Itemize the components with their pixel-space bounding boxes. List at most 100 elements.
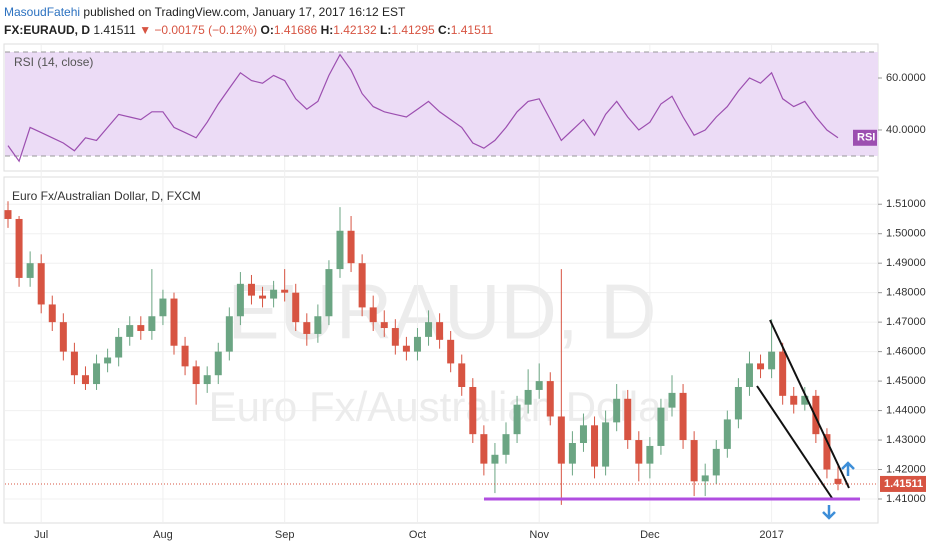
candle-body <box>247 283 255 296</box>
y-tick-label: 1.47000 <box>886 316 926 328</box>
candle-body <box>734 386 742 420</box>
x-tick-label: Sep <box>275 529 295 541</box>
arrow-up <box>841 461 855 476</box>
candle-body <box>192 366 200 385</box>
candle-body <box>347 230 355 264</box>
y-tick-label: 1.48000 <box>886 287 926 299</box>
candle-body <box>447 339 455 364</box>
candle-body <box>723 419 731 449</box>
rsi-tag-label: RSI <box>857 132 875 144</box>
candle-body <box>181 345 189 367</box>
symbol: FX:EURAUD, D <box>4 23 90 37</box>
author[interactable]: MasoudFatehi <box>4 5 81 19</box>
candle-body <box>126 325 134 337</box>
watermark-subtitle: Euro Fx/Australian Dollar <box>209 383 676 430</box>
mark-layer <box>4 53 878 505</box>
candle-body <box>436 322 444 340</box>
candle-body <box>591 425 599 467</box>
candle-body <box>469 386 477 435</box>
candle-body <box>4 210 12 219</box>
candle-body <box>380 322 388 329</box>
y-tick-label: 1.49000 <box>886 257 926 269</box>
candle-body <box>613 398 621 423</box>
candle-body <box>823 434 831 470</box>
candle-body <box>70 351 78 376</box>
candle-body <box>259 295 267 299</box>
candle-body <box>81 375 89 385</box>
candle-body <box>336 230 344 270</box>
candle-body <box>480 434 488 464</box>
y-tick-label: 40.0000 <box>886 124 926 136</box>
candle-body <box>402 345 410 352</box>
candle-body <box>281 289 289 293</box>
candle-body <box>59 322 67 352</box>
rsi-tag <box>853 129 877 146</box>
y-tick-label: 1.45000 <box>886 375 926 387</box>
candle-body <box>236 283 244 317</box>
candle-body <box>524 389 532 405</box>
candle-body <box>712 448 720 476</box>
y-tick-label: 60.0000 <box>886 72 926 84</box>
candle-body <box>458 363 466 387</box>
candle-body <box>579 425 587 444</box>
ohlc-value: 1.41686 <box>273 23 318 37</box>
y-tick-label: 1.42000 <box>886 463 926 475</box>
candle-body <box>513 404 521 435</box>
candle-body <box>425 322 433 337</box>
last-price-tag <box>880 475 926 492</box>
published: published on TradingView.com, January 17… <box>83 5 406 19</box>
candle-body <box>568 443 576 464</box>
x-tick-label: 2017 <box>759 529 783 541</box>
candle-body <box>15 218 23 278</box>
ohlc-value: 1.41295 <box>391 23 435 37</box>
y-tick-label: 1.50000 <box>886 228 926 240</box>
candle-body <box>624 398 632 441</box>
candle-body <box>270 289 278 299</box>
candle-body <box>325 269 333 317</box>
y-tick-label: 1.44000 <box>886 404 926 416</box>
candle-body <box>646 445 654 464</box>
rsi-band <box>5 52 878 156</box>
x-tick-label: Nov <box>529 529 549 541</box>
candle-body <box>668 392 676 408</box>
candle-body <box>834 478 842 484</box>
candle-body <box>148 316 156 331</box>
publish-line: MasoudFatehi published on TradingView.co… <box>4 3 493 21</box>
candle-body <box>535 381 543 390</box>
candle-body <box>48 304 56 323</box>
y-tick-label: 1.46000 <box>886 346 926 358</box>
candle-body <box>635 440 643 464</box>
candle-body <box>768 351 776 370</box>
candle-body <box>93 363 101 385</box>
candle-body <box>303 322 311 334</box>
ohlc-label: O: <box>260 23 274 37</box>
candle-body <box>546 381 554 417</box>
candle-body <box>214 351 222 376</box>
symbol-line: FX:EURAUD, D 1.41511 ▼ −0.00175 (−0.12%)… <box>4 21 493 39</box>
candle-body <box>812 395 820 435</box>
candle-body <box>701 475 709 482</box>
candle-body <box>26 263 34 278</box>
header: MasoudFatehi published on TradingView.co… <box>4 3 493 39</box>
trend-line <box>769 319 850 489</box>
trend-line <box>756 385 833 499</box>
x-tick-label: Oct <box>409 529 426 541</box>
candle-body <box>779 351 787 396</box>
y-tick-label: 1.41000 <box>886 493 926 505</box>
candle-body <box>602 422 610 467</box>
y-tick-label: 1.51000 <box>886 198 926 210</box>
x-tick-label: Dec <box>640 529 660 541</box>
candle-body <box>790 395 798 405</box>
y-tick-label: 1.43000 <box>886 434 926 446</box>
candle-body <box>502 434 510 455</box>
last: 1.41511 <box>93 23 136 37</box>
background-layer: EURAUD, D Euro Fx/Australian Dollar <box>5 45 878 522</box>
x-tick-label: Aug <box>153 529 173 541</box>
candle-body <box>491 454 499 464</box>
candle-body <box>757 363 765 370</box>
candle-body <box>413 336 421 352</box>
candle-body <box>801 395 809 405</box>
candle-body <box>679 392 687 441</box>
